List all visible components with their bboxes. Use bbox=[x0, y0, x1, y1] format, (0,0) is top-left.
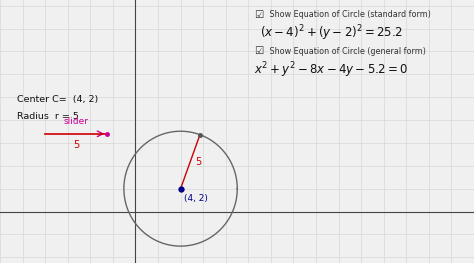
Text: (4, 2): (4, 2) bbox=[184, 194, 208, 203]
Text: 5: 5 bbox=[73, 139, 79, 149]
Text: Radius  r = 5: Radius r = 5 bbox=[17, 112, 79, 121]
Text: 5: 5 bbox=[195, 157, 201, 167]
Text: Show Equation of Circle (standard form): Show Equation of Circle (standard form) bbox=[267, 10, 431, 19]
Text: $x^2+y^2-8x-4y-5.2=0$: $x^2+y^2-8x-4y-5.2=0$ bbox=[254, 60, 408, 79]
Text: ☑: ☑ bbox=[254, 47, 263, 57]
Text: slider: slider bbox=[64, 117, 89, 126]
Text: Show Equation of Circle (general form): Show Equation of Circle (general form) bbox=[267, 47, 426, 56]
Text: ☑: ☑ bbox=[254, 10, 263, 20]
Text: Center C=  (4, 2): Center C= (4, 2) bbox=[17, 95, 98, 104]
Text: $(x-4)^2+(y-2)^2=25.2$: $(x-4)^2+(y-2)^2=25.2$ bbox=[260, 23, 402, 43]
